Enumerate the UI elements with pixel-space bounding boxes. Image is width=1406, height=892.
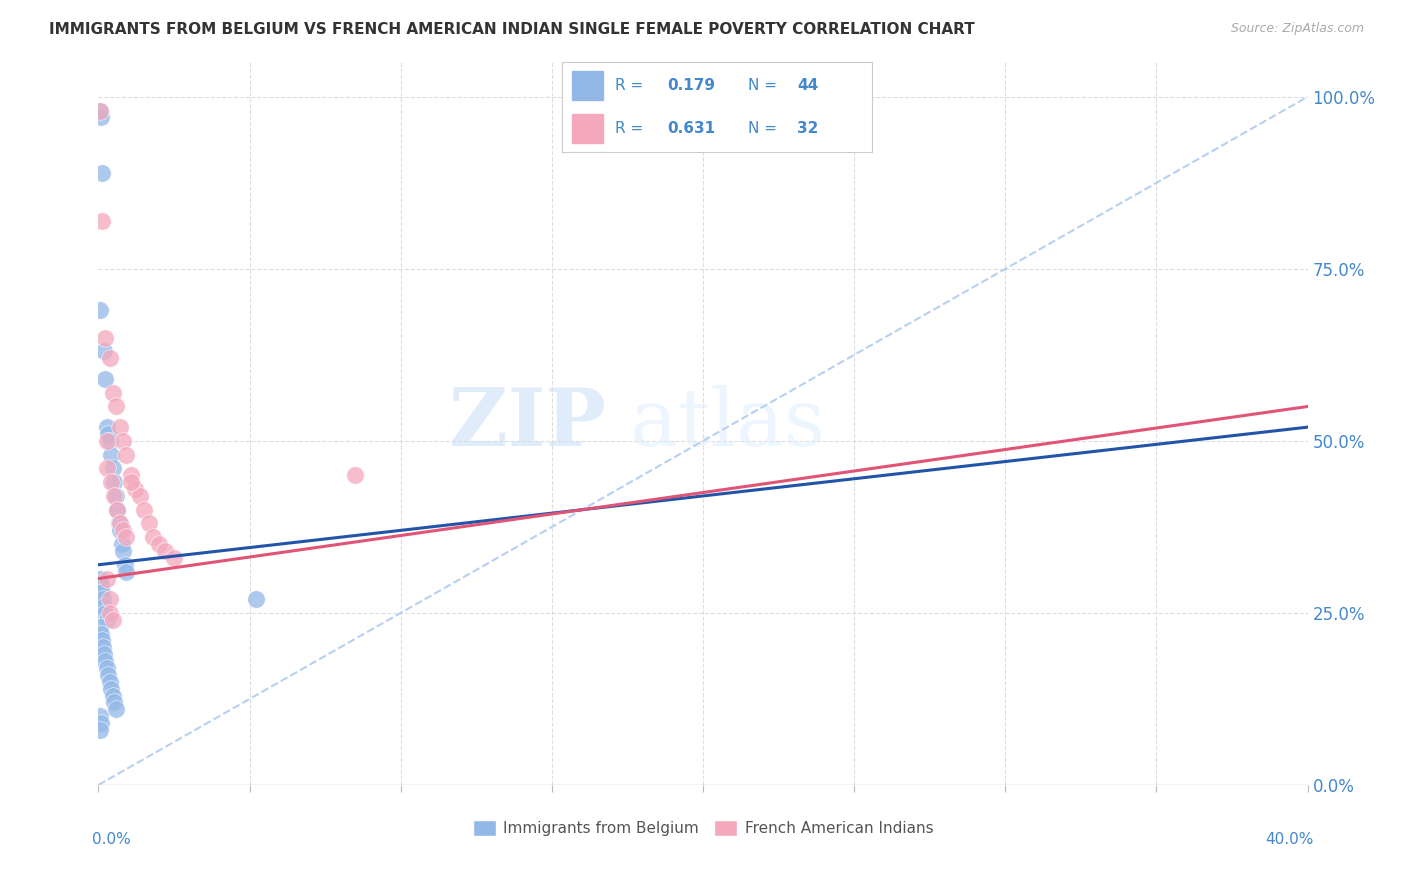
Point [90, 716, 112, 731]
Point [103, 489, 125, 503]
Point [91, 640, 114, 655]
Point [124, 482, 146, 496]
Point [89, 103, 111, 118]
Text: R =: R = [614, 78, 648, 93]
Point [153, 544, 176, 558]
Point [129, 489, 152, 503]
FancyBboxPatch shape [572, 114, 603, 143]
Point [94, 606, 117, 620]
Point [103, 695, 125, 709]
Point [115, 448, 138, 462]
Point [163, 550, 186, 565]
Point [96, 434, 118, 448]
Point [112, 544, 135, 558]
Text: ZIP: ZIP [450, 384, 606, 463]
Point [91, 585, 114, 599]
Point [96, 613, 118, 627]
Point [89, 723, 111, 737]
Point [101, 613, 124, 627]
Point [90, 578, 112, 592]
Point [91, 633, 114, 648]
Text: N =: N = [748, 121, 782, 136]
Text: 0.631: 0.631 [668, 121, 716, 136]
FancyBboxPatch shape [572, 71, 603, 100]
Point [94, 654, 117, 668]
Point [101, 385, 124, 400]
Point [89, 303, 111, 318]
Point [111, 537, 134, 551]
Point [101, 689, 124, 703]
Point [108, 516, 131, 531]
Point [100, 448, 122, 462]
Text: 0.0%: 0.0% [93, 832, 131, 847]
Point [112, 434, 135, 448]
Point [148, 537, 170, 551]
Point [112, 524, 135, 538]
Point [93, 647, 115, 661]
Point [94, 331, 117, 345]
Point [98, 606, 121, 620]
Point [91, 165, 114, 179]
Text: 0.179: 0.179 [668, 78, 716, 93]
Point [98, 592, 121, 607]
Point [94, 372, 117, 386]
Point [104, 400, 127, 414]
Point [108, 516, 131, 531]
Text: atlas: atlas [630, 384, 825, 463]
Point [97, 668, 120, 682]
Point [100, 681, 122, 696]
Point [134, 502, 156, 516]
Point [138, 516, 160, 531]
Point [91, 213, 114, 227]
Point [104, 489, 127, 503]
Point [89, 103, 111, 118]
Point [90, 111, 112, 125]
Point [96, 572, 118, 586]
Point [93, 344, 115, 359]
Point [120, 468, 142, 483]
Point [100, 475, 122, 490]
Point [96, 461, 118, 475]
Point [90, 626, 112, 640]
Point [104, 702, 127, 716]
Point [120, 475, 142, 490]
Text: 32: 32 [797, 121, 818, 136]
Text: R =: R = [614, 121, 648, 136]
Text: Source: ZipAtlas.com: Source: ZipAtlas.com [1230, 22, 1364, 36]
Point [96, 661, 118, 675]
Point [142, 530, 165, 544]
Point [344, 468, 367, 483]
Point [114, 558, 136, 572]
Text: N =: N = [748, 78, 782, 93]
Point [91, 592, 114, 607]
Legend: Immigrants from Belgium, French American Indians: Immigrants from Belgium, French American… [467, 814, 939, 842]
Point [89, 572, 111, 586]
Point [89, 709, 111, 723]
Text: 40.0%: 40.0% [1265, 832, 1313, 847]
Point [93, 599, 115, 613]
Point [115, 530, 138, 544]
Point [98, 674, 121, 689]
Point [108, 420, 131, 434]
Point [101, 461, 124, 475]
Point [105, 502, 128, 516]
Point [98, 434, 121, 448]
Point [105, 502, 128, 516]
Point [97, 427, 120, 442]
Text: 44: 44 [797, 78, 818, 93]
Point [103, 475, 125, 490]
Point [108, 524, 131, 538]
Point [245, 592, 267, 607]
Point [98, 351, 121, 366]
Point [96, 420, 118, 434]
Text: IMMIGRANTS FROM BELGIUM VS FRENCH AMERICAN INDIAN SINGLE FEMALE POVERTY CORRELAT: IMMIGRANTS FROM BELGIUM VS FRENCH AMERIC… [49, 22, 974, 37]
Point [115, 565, 138, 579]
Point [89, 620, 111, 634]
